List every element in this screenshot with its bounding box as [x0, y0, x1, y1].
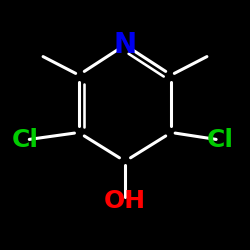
Text: OH: OH — [104, 189, 146, 213]
Text: Cl: Cl — [12, 128, 38, 152]
Text: N: N — [114, 31, 136, 59]
Text: Cl: Cl — [206, 128, 234, 152]
